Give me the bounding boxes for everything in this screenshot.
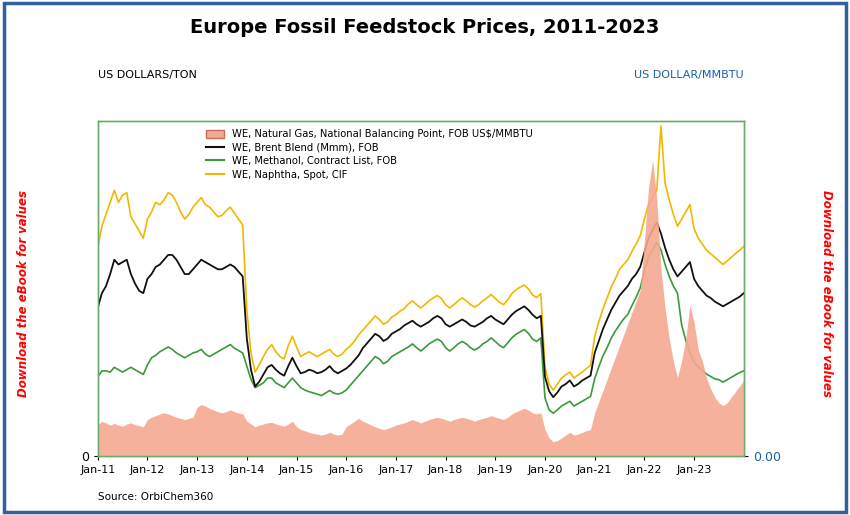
Text: Europe Fossil Feedstock Prices, 2011-2023: Europe Fossil Feedstock Prices, 2011-202… xyxy=(190,18,660,37)
Text: Source: OrbiChem360: Source: OrbiChem360 xyxy=(98,492,213,502)
Text: US DOLLARS/TON: US DOLLARS/TON xyxy=(98,70,196,80)
Text: Download the eBook for values: Download the eBook for values xyxy=(17,190,31,397)
Text: US DOLLAR/MMBTU: US DOLLAR/MMBTU xyxy=(634,70,744,80)
Legend: WE, Natural Gas, National Balancing Point, FOB US$/MMBTU, WE, Brent Blend (Mmm),: WE, Natural Gas, National Balancing Poin… xyxy=(203,126,536,182)
Text: Download the eBook for values: Download the eBook for values xyxy=(819,190,833,397)
